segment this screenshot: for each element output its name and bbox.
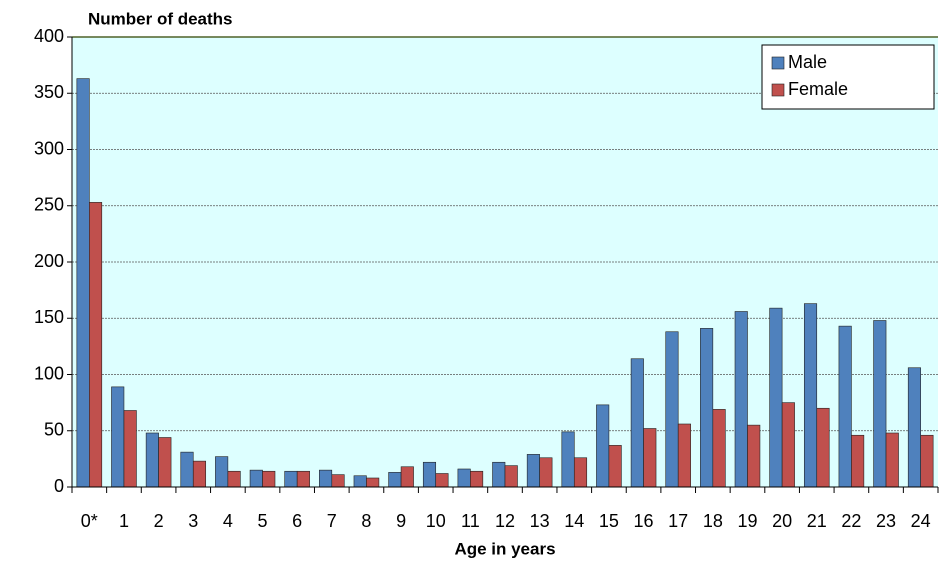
bar (331, 474, 345, 488)
bar (111, 386, 125, 488)
bar (816, 407, 830, 488)
bar (158, 437, 172, 488)
x-tick-label: 4 (223, 511, 233, 531)
x-tick-label: 23 (876, 511, 896, 531)
bar (608, 445, 622, 488)
legend-label: Male (788, 52, 827, 72)
bar (249, 469, 263, 488)
bar (76, 78, 90, 488)
y-tick-label: 100 (34, 363, 64, 383)
bar (262, 470, 276, 488)
bar (643, 428, 657, 488)
y-tick-label: 150 (34, 307, 64, 327)
bar (803, 303, 818, 488)
x-tick-label: 9 (396, 511, 406, 531)
x-tick-label: 21 (807, 511, 827, 531)
x-tick-label: 18 (703, 511, 723, 531)
x-tick-label: 10 (426, 511, 446, 531)
bar (630, 358, 644, 488)
x-axis-label: Age in years (454, 539, 555, 558)
x-tick-label: 13 (530, 511, 550, 531)
bar (561, 431, 575, 488)
bar (665, 331, 679, 488)
bar (573, 457, 588, 488)
x-tick-label: 5 (258, 511, 268, 531)
x-tick-label: 15 (599, 511, 619, 531)
bar (366, 477, 380, 488)
y-tick-label: 300 (34, 138, 64, 158)
y-tick-label: 200 (34, 251, 64, 271)
x-tick-label: 14 (564, 511, 584, 531)
x-tick-label: 16 (634, 511, 654, 531)
bar (319, 469, 333, 488)
bar (457, 468, 471, 488)
bar (873, 320, 887, 488)
bar (677, 423, 691, 488)
x-tick-label: 11 (461, 511, 480, 531)
bar (769, 307, 783, 488)
bar (145, 432, 159, 488)
bar (215, 456, 229, 488)
bar (885, 432, 899, 488)
y-tick-label: 250 (34, 195, 64, 215)
y-tick-label: 350 (34, 82, 64, 102)
bar (907, 367, 921, 488)
bar (388, 472, 402, 488)
x-tick-label: 20 (772, 511, 792, 531)
legend-swatch (771, 83, 785, 97)
bar (123, 410, 137, 488)
x-tick-label: 24 (911, 511, 931, 531)
bar (284, 470, 298, 488)
bar (353, 475, 367, 488)
bar (596, 404, 610, 488)
legend-box (761, 44, 935, 110)
bar (734, 311, 748, 488)
bar (89, 202, 103, 488)
chart-title: Number of deaths (88, 9, 233, 28)
bar (851, 434, 865, 488)
x-tick-label: 2 (154, 511, 164, 531)
x-tick-label: 22 (841, 511, 861, 531)
legend-label: Female (788, 79, 848, 99)
bar (470, 470, 484, 488)
bar (192, 460, 207, 488)
bar (700, 328, 714, 488)
bar (781, 402, 795, 488)
bar (712, 409, 726, 488)
x-tick-label: 3 (188, 511, 198, 531)
bar (296, 470, 310, 488)
x-tick-label: 1 (119, 511, 129, 531)
x-tick-label: 0* (81, 511, 98, 531)
x-tick-label: 19 (737, 511, 757, 531)
bar (838, 325, 852, 488)
bar (180, 451, 194, 488)
x-tick-label: 17 (668, 511, 688, 531)
y-tick-label: 50 (44, 420, 64, 440)
y-tick-label: 0 (54, 476, 64, 496)
bar (504, 465, 518, 488)
bar (747, 424, 761, 488)
y-tick-label: 400 (34, 26, 64, 46)
legend-swatch (771, 56, 785, 70)
bar (526, 454, 540, 488)
bar (435, 473, 449, 488)
bar (539, 457, 553, 488)
bar (492, 461, 506, 488)
bar (227, 470, 241, 488)
x-tick-label: 12 (495, 511, 515, 531)
bar (422, 461, 437, 488)
x-tick-label: 7 (327, 511, 337, 531)
bar (400, 466, 414, 488)
x-tick-label: 8 (361, 511, 371, 531)
x-tick-label: 6 (292, 511, 302, 531)
bar (920, 434, 934, 488)
